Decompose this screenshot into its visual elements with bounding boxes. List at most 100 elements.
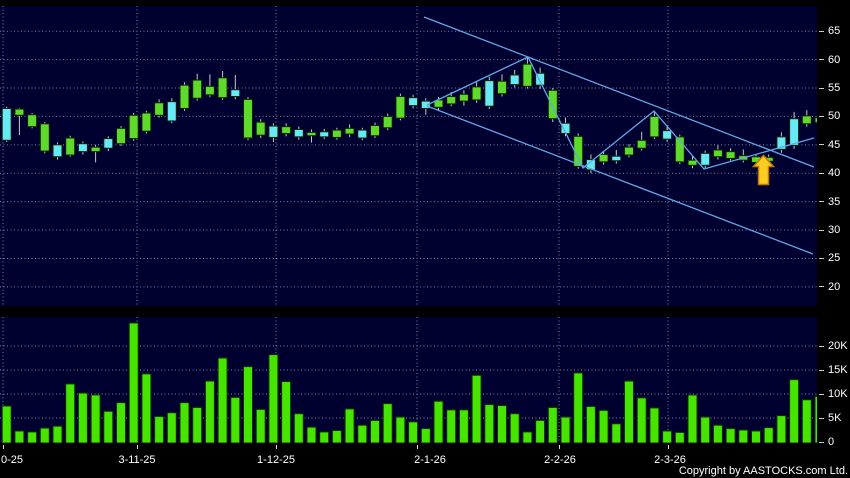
price-tick — [819, 87, 824, 89]
date-axis-label: 0-25 — [0, 454, 24, 466]
lower-channel-line — [426, 105, 814, 255]
date-tick — [137, 445, 138, 449]
candle-body-green — [458, 93, 469, 102]
date-tick — [559, 445, 560, 449]
candle-body-green — [370, 125, 380, 137]
volume-bar — [382, 403, 393, 443]
volume-bar — [166, 412, 177, 443]
date-tick — [668, 445, 669, 449]
volume-series — [1, 322, 817, 443]
volume-bar — [116, 402, 126, 443]
volume-bar — [446, 409, 457, 443]
volume-bar — [255, 408, 266, 443]
volume-bar — [27, 431, 38, 443]
candle-body-green — [382, 115, 393, 129]
price-tick — [819, 30, 824, 32]
candle-body-green — [27, 114, 38, 128]
volume-bar — [128, 322, 139, 443]
volume-bar — [763, 427, 774, 443]
price-axis-label: 25 — [828, 252, 841, 265]
candle-body-green — [687, 159, 698, 166]
candle-body-cyan — [77, 143, 88, 153]
volume-bar — [103, 410, 114, 443]
candle-body-cyan — [535, 72, 546, 86]
volume-bar — [90, 394, 101, 443]
volume-bar — [14, 430, 25, 443]
candle-body-cyan — [293, 128, 304, 138]
candle-body-green — [39, 123, 50, 152]
volume-tick — [819, 441, 824, 443]
volume-bar — [357, 424, 368, 443]
volume-bar — [281, 381, 292, 443]
volume-bar — [217, 357, 228, 443]
candle-body-cyan — [268, 125, 279, 138]
price-tick — [819, 229, 824, 231]
candle-body-green — [471, 86, 482, 101]
price-tick — [819, 144, 824, 146]
candle-body-cyan — [103, 138, 114, 149]
volume-bar — [293, 413, 304, 443]
date-axis-label: 2-1-26 — [414, 454, 446, 466]
volume-bar — [433, 400, 444, 443]
volume-bar — [370, 419, 380, 443]
volume-bar — [662, 430, 673, 443]
price-axis-label: 35 — [828, 195, 841, 208]
volume-bar — [674, 431, 685, 443]
candle-body-cyan — [420, 100, 431, 109]
volume-bar — [141, 373, 152, 443]
candle-body-cyan — [166, 101, 177, 122]
candle-body-green — [446, 96, 457, 105]
price-axis-label: 65 — [828, 25, 841, 38]
candle-body-green — [217, 77, 228, 99]
candle-body-green — [116, 127, 126, 145]
price-axis-label: 20 — [828, 280, 841, 293]
volume-bar — [420, 428, 431, 443]
volume-axis-label: 5K — [828, 412, 842, 424]
volume-chart — [0, 317, 817, 443]
volume-tick — [819, 417, 824, 419]
volume-bar — [1, 405, 12, 443]
volume-bar — [458, 409, 469, 443]
price-tick — [819, 286, 824, 288]
volume-bar — [154, 416, 165, 443]
volume-bar — [192, 406, 203, 443]
date-tick — [3, 445, 4, 449]
candle-body-green — [204, 85, 215, 96]
price-tick — [819, 59, 824, 61]
candle-body-green — [331, 129, 342, 138]
candle-body-green — [395, 96, 406, 119]
candle-body-green — [725, 151, 736, 159]
candle-body-green — [522, 63, 533, 87]
candle-body-green — [573, 135, 584, 167]
price-axis-label: 60 — [828, 53, 841, 66]
volume-bar — [535, 419, 546, 443]
candle-body-green — [192, 79, 203, 99]
volume-bar — [497, 405, 507, 443]
candle-body-green — [624, 146, 634, 156]
price-axis-label: 55 — [828, 82, 841, 94]
volume-bar — [789, 379, 800, 443]
candle-body-cyan — [357, 129, 368, 139]
volume-bar — [624, 380, 634, 443]
candle-body-green — [281, 126, 292, 134]
volume-bar — [522, 431, 533, 443]
candle-body-green — [179, 84, 190, 109]
candle-body-cyan — [230, 89, 241, 98]
date-axis-label: 3-11-25 — [118, 454, 156, 466]
candle-body-cyan — [662, 130, 673, 140]
date-axis-label: 2-3-26 — [654, 454, 686, 466]
date-tick — [417, 445, 418, 449]
volume-bar — [598, 409, 609, 443]
price-tick — [819, 115, 824, 117]
price-axis-label: 50 — [828, 110, 841, 123]
price-tick — [819, 172, 824, 174]
volume-bar — [52, 425, 63, 443]
volume-bar — [814, 395, 817, 443]
date-axis-label: 2-2-26 — [544, 454, 576, 466]
price-tick — [819, 257, 824, 259]
candle-body-cyan — [509, 74, 520, 86]
volume-bar — [65, 383, 76, 443]
candlestick-chart — [0, 6, 817, 306]
volume-tick — [819, 345, 824, 347]
